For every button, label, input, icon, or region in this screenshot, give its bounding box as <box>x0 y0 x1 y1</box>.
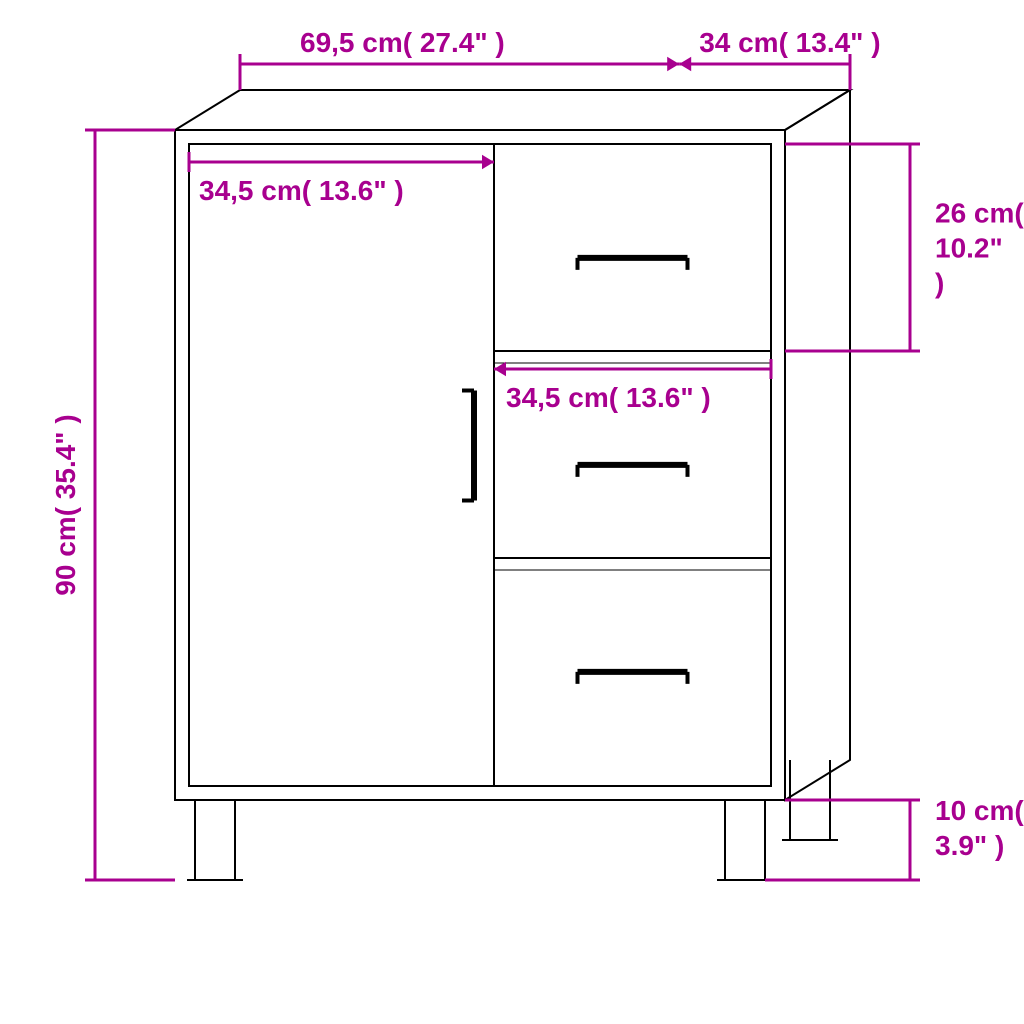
arrowhead <box>482 155 494 169</box>
dimension-label: 69,5 cm( 27.4" ) <box>300 27 505 58</box>
dimension-label: 34,5 cm( 13.6" ) <box>506 382 711 413</box>
dimension-label: 34,5 cm( 13.6" ) <box>199 175 404 206</box>
dimension-label: ) <box>935 268 944 299</box>
dimension-label: 10.2" <box>935 233 1003 264</box>
arrowhead <box>679 57 691 71</box>
arrowhead <box>667 57 679 71</box>
dimension-label: 3.9" ) <box>935 830 1004 861</box>
dimension-label: 90 cm( 35.4" ) <box>50 414 81 595</box>
handle <box>578 465 688 477</box>
handle <box>578 672 688 684</box>
dimension-label: 26 cm( <box>935 198 1024 229</box>
cabinet-side <box>785 90 850 800</box>
cabinet-leg <box>717 800 773 880</box>
cabinet-top <box>175 90 850 130</box>
cabinet-leg <box>187 800 243 880</box>
arrowhead <box>494 362 506 376</box>
dimension-label: 34 cm( 13.4" ) <box>699 27 880 58</box>
handle <box>462 391 474 501</box>
dimension-label: 10 cm( <box>935 795 1024 826</box>
cabinet-front <box>175 130 785 800</box>
handle <box>578 258 688 270</box>
